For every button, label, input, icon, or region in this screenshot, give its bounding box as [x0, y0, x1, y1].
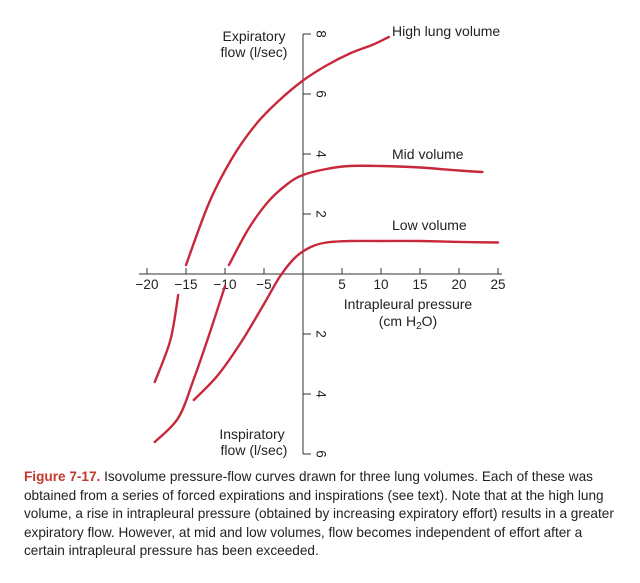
axes: −20 −15 −10 −5 5 10 15 20 25 8 6 4 2 2 4 6: [136, 30, 506, 458]
x-axis-label-line2: (cm H2O): [379, 313, 437, 332]
x-axis-label-line1: Intrapleural pressure: [344, 296, 473, 312]
x-tick-label: −20: [136, 277, 159, 292]
y-tick-label: 6: [314, 90, 329, 98]
annotation-mid-volume: Mid volume: [392, 146, 464, 162]
curve-mid-volume-segment-1: [227, 164, 484, 267]
curve-low-volume-segment-1: [192, 239, 500, 402]
curve-high-lung-volume-segment-1: [184, 35, 390, 267]
x-tick-label: −15: [175, 277, 198, 292]
curve-high-lung-volume-segment-2: [153, 293, 180, 384]
y-axis-upper-label-line2: flow (l/sec): [221, 44, 288, 60]
curves: [153, 35, 500, 444]
x-tick-label: 25: [490, 277, 505, 292]
y-tick-label: 8: [314, 30, 329, 38]
x-axis-label-sub: 2: [416, 321, 422, 332]
figure-label: Figure 7-17.: [24, 469, 101, 484]
y-tick-label: 2: [314, 330, 329, 338]
x-tick-label: 20: [451, 277, 466, 292]
x-tick-label: 15: [412, 277, 427, 292]
y-axis-lower-label-line2: flow (l/sec): [221, 442, 288, 458]
curve-mid-volume-segment-2: [153, 284, 227, 444]
pressure-flow-chart: −20 −15 −10 −5 5 10 15 20 25 8 6 4 2 2 4 6 Expiratory f…: [136, 23, 506, 458]
y-tick-label: 4: [314, 150, 329, 158]
x-tick-label: −10: [214, 277, 237, 292]
caption-text: Isovolume pressure-flow curves drawn for…: [24, 469, 614, 558]
y-axis-upper-label-line1: Expiratory: [222, 28, 285, 44]
annotation-low-volume: Low volume: [392, 217, 467, 233]
y-tick-label: 2: [314, 210, 329, 218]
annotation-high-lung-volume: High lung volume: [392, 23, 500, 39]
y-tick-label: 4: [314, 390, 329, 398]
x-axis-label-pre: (cm H: [379, 313, 416, 329]
figure-caption: Figure 7-17. Isovolume pressure-flow cur…: [24, 468, 624, 561]
x-tick-label: 5: [338, 277, 346, 292]
x-tick-label: −5: [256, 277, 271, 292]
x-tick-label: 10: [373, 277, 388, 292]
y-tick-label: 6: [314, 450, 329, 458]
y-axis-lower-label-line1: Inspiratory: [219, 426, 284, 442]
x-axis-label-post: O): [422, 313, 438, 329]
